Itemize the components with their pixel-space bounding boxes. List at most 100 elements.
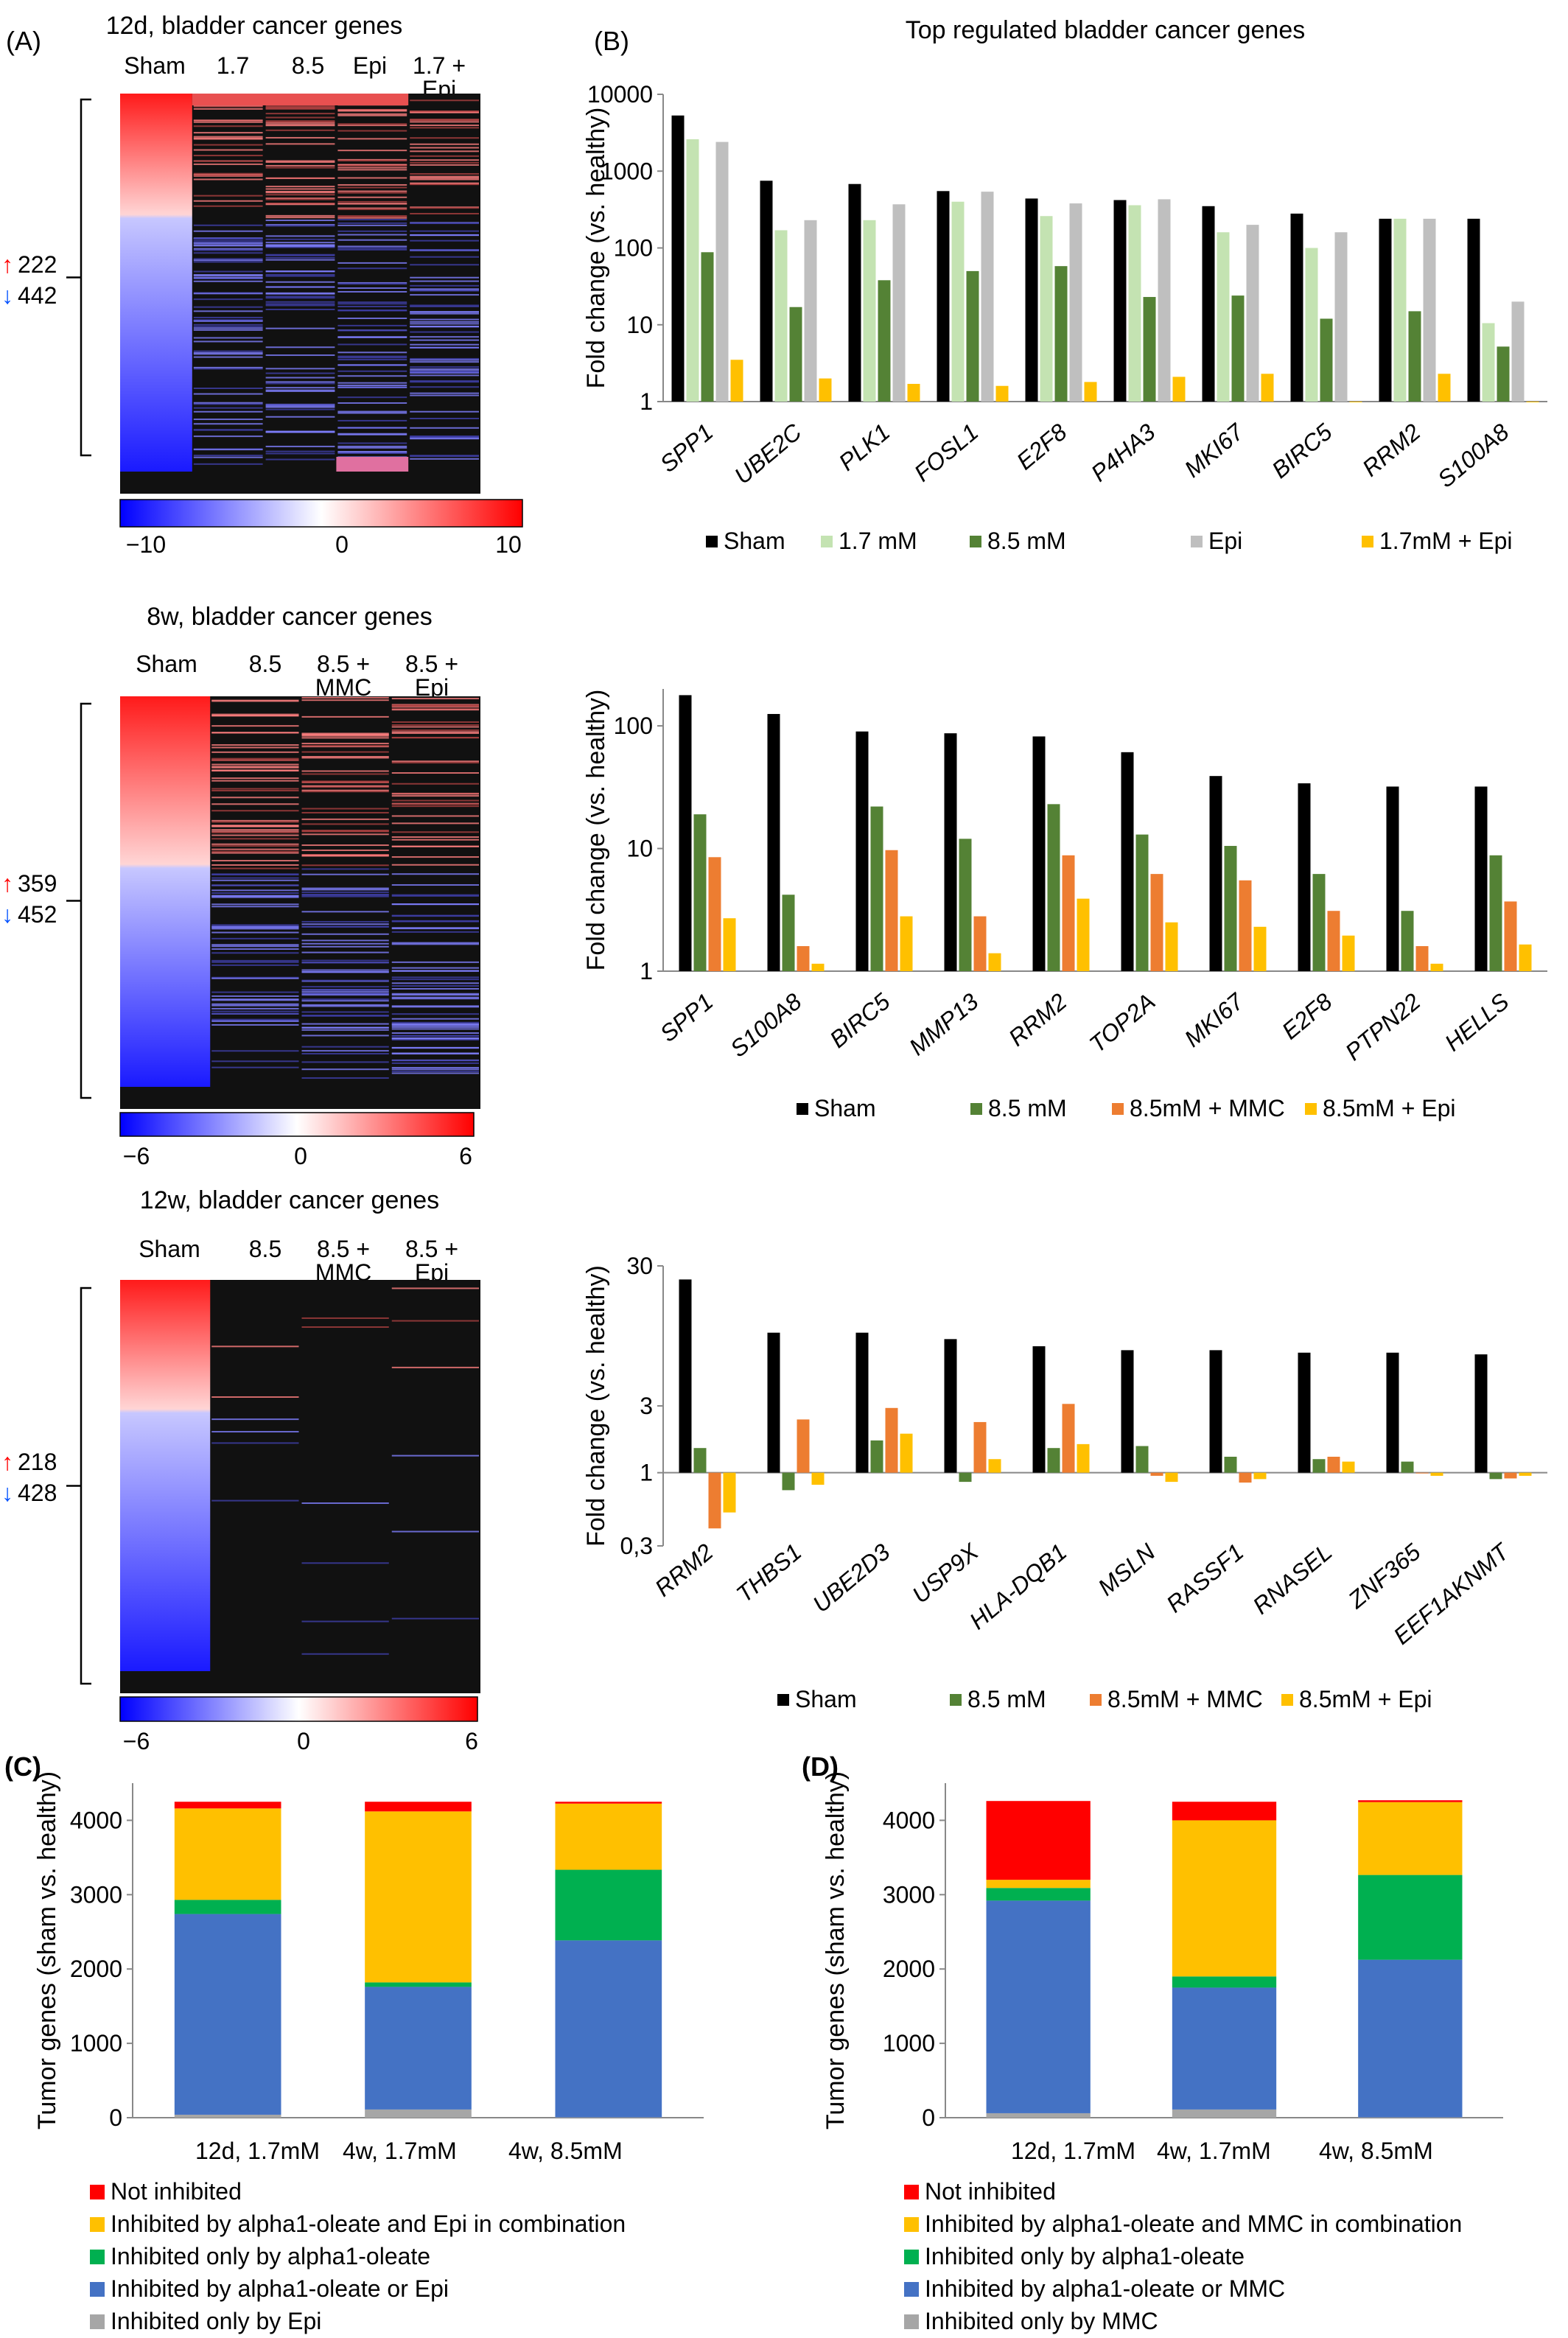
- bar-8-5mm-mmc: [1239, 880, 1252, 971]
- heatmap-row-line: [391, 1617, 479, 1620]
- heatmap-row-line: [211, 850, 299, 853]
- heatmap-row-line: [391, 943, 479, 945]
- heatmap-row-line: [265, 161, 335, 163]
- bar-8-5mm-mmc: [1504, 1472, 1517, 1479]
- heatmap-row-line: [193, 419, 263, 421]
- stacked-chart-c: Tumor genes (sham vs. healthy) 0 1000 2000 3…: [33, 1771, 704, 2334]
- heatmap-row-line: [391, 698, 479, 700]
- heatmap-row-line: [410, 284, 479, 287]
- heatmap-row-line: [337, 419, 407, 421]
- heatmap-row-line: [337, 138, 407, 140]
- x-category-label: UBE2D3: [808, 1539, 895, 1618]
- heatmap-row-line: [211, 991, 299, 993]
- heatmap-row-line: [211, 906, 299, 908]
- bar-8-5mm-epi: [900, 1433, 913, 1473]
- heatmap-row-line: [193, 178, 263, 181]
- heatmap-row-line: [193, 244, 263, 246]
- stack-segment-inhibited-only-by-alpha1-oleate: [1358, 1875, 1463, 1960]
- heatmap-row-line: [211, 797, 299, 799]
- heatmap-row-line: [391, 762, 479, 764]
- heatmap-row-line: [301, 818, 389, 820]
- heatmap-row-line: [337, 109, 407, 111]
- heatmap-row-line: [211, 944, 299, 946]
- heatmap-row-line: [391, 793, 479, 795]
- stack-segment-inhibited-by-alpha1-oleate-or-epi: [365, 1987, 472, 2110]
- heatmap-row-line: [337, 245, 407, 248]
- heatmap-row-line: [265, 194, 335, 196]
- heatmap-row-line: [410, 427, 479, 429]
- y-tick-label: 10: [626, 836, 653, 862]
- x-category-label: UBE2C: [729, 418, 808, 489]
- bar-8-5-mm: [1143, 297, 1156, 402]
- panel-label-a: (A): [6, 26, 41, 56]
- heatmap-row-line: [211, 1499, 299, 1502]
- heatmap-row-line: [301, 979, 389, 981]
- x-category-label: TOP2A: [1084, 988, 1160, 1058]
- heatmap-row-line: [410, 339, 479, 341]
- heatmap-row-line: [391, 998, 479, 1000]
- heatmap-row-line: [265, 113, 335, 115]
- bar-epi: [1246, 225, 1259, 402]
- heatmap-row-line: [211, 769, 299, 771]
- legend-swatch: [950, 1694, 962, 1706]
- heatmap-row-line: [301, 1015, 389, 1017]
- heatmap-row-line: [193, 249, 263, 251]
- heatmap-row-line: [211, 700, 299, 702]
- heatmap-row-line: [410, 410, 479, 413]
- heatmap-row-line: [265, 327, 335, 329]
- heatmap-row-line: [265, 129, 335, 131]
- heatmap-row-line: [337, 396, 407, 399]
- legend-swatch: [1090, 1694, 1102, 1706]
- stack-segment-inhibited-by-alpha1-oleate-and-mmc-in-combination: [1172, 1820, 1277, 1977]
- bar-8-5-mm: [966, 270, 979, 402]
- bar-8-5mm-epi: [1165, 1472, 1178, 1483]
- legend-label: 8.5 mM: [988, 1095, 1067, 1121]
- colorbar-tick-label: 6: [459, 1143, 472, 1169]
- bar-1-7mm-epi: [907, 383, 920, 402]
- heatmap-row-line: [301, 743, 389, 745]
- heatmap-row-line: [301, 925, 389, 928]
- heatmap-row-line: [337, 303, 407, 305]
- heatmap-row-line: [391, 805, 479, 808]
- heatmap-row-line: [265, 253, 335, 256]
- heatmap-row-line: [391, 928, 479, 930]
- heatmap-row-line: [391, 799, 479, 802]
- heatmap-row-line: [301, 933, 389, 935]
- legend-swatch: [904, 2314, 919, 2329]
- heatmap-row-line: [391, 1006, 479, 1008]
- bar-8-5-mm: [1401, 1461, 1414, 1473]
- heatmap-column-label: Sham: [139, 1236, 200, 1262]
- y-tick-label: 4000: [883, 1807, 935, 1833]
- heatmap-row-line: [337, 123, 407, 125]
- heatmap-row-line: [211, 903, 299, 906]
- heatmap-row-line: [301, 855, 389, 857]
- bar-8-5mm-mmc: [1327, 1457, 1340, 1473]
- bar-8-5-mm: [870, 806, 883, 971]
- heatmap-row-line: [337, 209, 407, 211]
- heatmap-row-line: [301, 1023, 389, 1025]
- heatmap-row-line: [211, 713, 299, 715]
- heatmap-row-line: [391, 721, 479, 723]
- heatmap-row-line: [337, 239, 407, 241]
- heatmap-row-line: [193, 238, 263, 240]
- heatmap-row-line: [301, 994, 389, 996]
- heatmap-row-line: [391, 1366, 479, 1368]
- heatmap-row-line: [410, 147, 479, 149]
- heatmap-row-line: [410, 326, 479, 328]
- heatmap-row-line: [301, 911, 389, 913]
- heatmap-row-line: [193, 275, 263, 277]
- heatmap-row-line: [193, 410, 263, 413]
- heatmap-row-line: [193, 155, 263, 157]
- heatmap-row-line: [337, 427, 407, 429]
- heatmap-row-line: [211, 1004, 299, 1007]
- heatmap-row-line: [193, 200, 263, 202]
- heatmap-row-line: [193, 175, 263, 177]
- heatmap-row-line: [301, 757, 389, 759]
- heatmap-row-line: [193, 160, 263, 162]
- heatmap-row-line: [410, 336, 479, 338]
- heatmap-row-line: [211, 1050, 299, 1052]
- down-regulated-count: 428: [18, 1480, 57, 1506]
- x-category-label: ZNF365: [1343, 1539, 1426, 1614]
- heatmap-row-line: [193, 252, 263, 254]
- heatmap-row-line: [211, 877, 299, 879]
